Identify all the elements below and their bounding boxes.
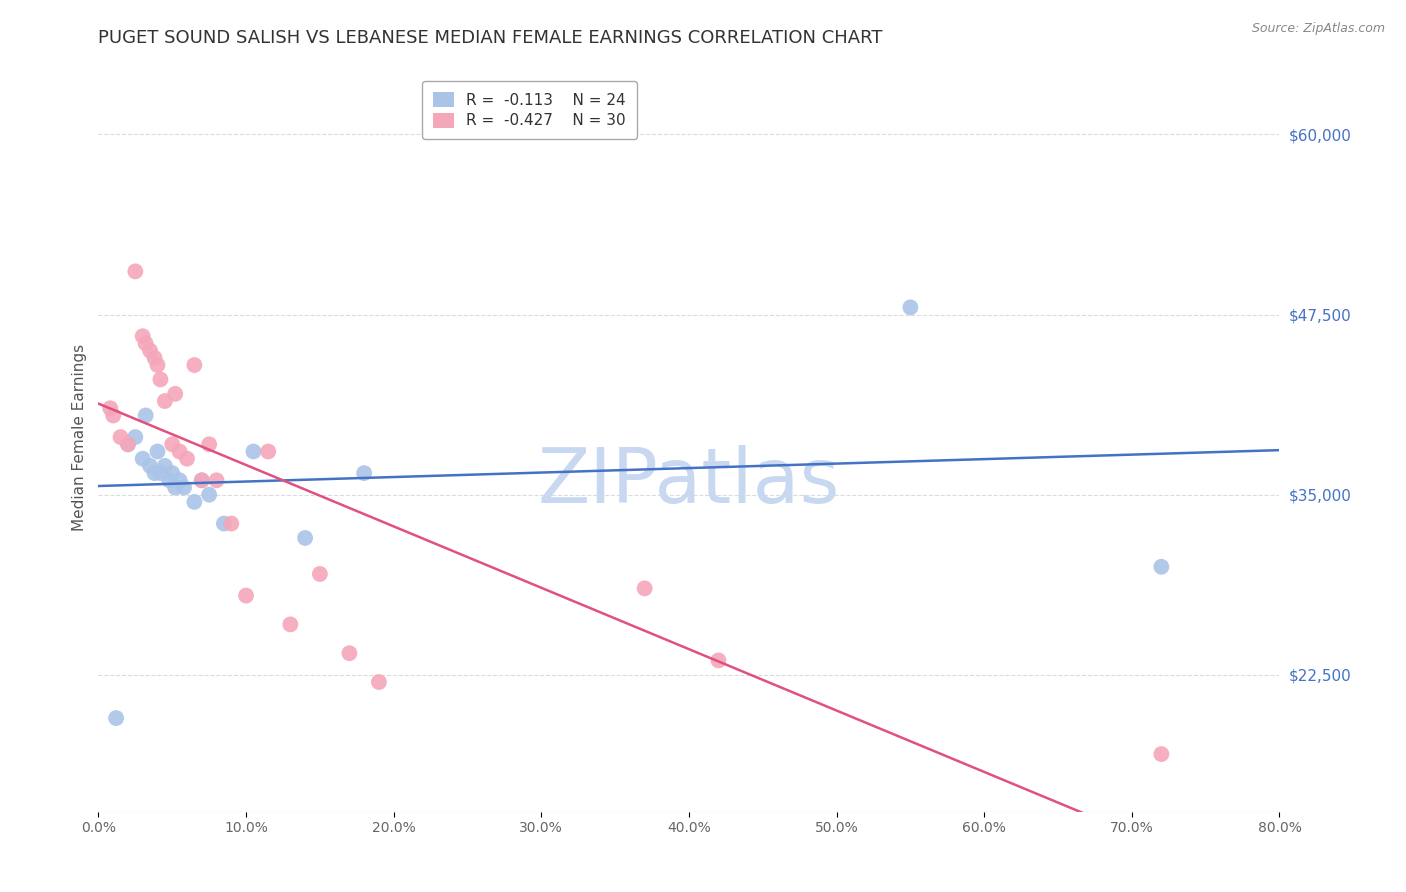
Point: [153, 394, 176, 409]
Point: [124, 264, 146, 278]
Point: [368, 675, 391, 690]
Point: [162, 437, 183, 451]
Point: [183, 495, 205, 509]
Point: [169, 444, 191, 458]
Point: [634, 582, 657, 596]
Point: [110, 430, 132, 444]
Point: [117, 437, 139, 451]
Text: Source: ZipAtlas.com: Source: ZipAtlas.com: [1251, 22, 1385, 36]
Point: [235, 589, 257, 603]
Point: [198, 488, 221, 502]
Point: [173, 481, 195, 495]
Y-axis label: Median Female Earnings: Median Female Earnings: [72, 343, 87, 531]
Point: [117, 437, 139, 451]
Text: ZIPatlas: ZIPatlas: [537, 445, 841, 519]
Point: [1150, 559, 1173, 574]
Point: [124, 430, 146, 444]
Point: [280, 617, 302, 632]
Point: [309, 566, 332, 581]
Point: [176, 451, 198, 466]
Point: [707, 653, 730, 667]
Point: [135, 336, 157, 351]
Point: [294, 531, 316, 545]
Point: [103, 409, 125, 423]
Point: [191, 473, 214, 487]
Point: [149, 466, 172, 480]
Point: [98, 401, 121, 416]
Point: [198, 437, 221, 451]
Point: [132, 451, 155, 466]
Point: [146, 444, 169, 458]
Point: [353, 466, 375, 480]
Point: [212, 516, 235, 531]
Point: [205, 473, 228, 487]
Point: [191, 473, 214, 487]
Point: [149, 372, 172, 386]
Point: [221, 516, 243, 531]
Point: [169, 473, 191, 487]
Point: [153, 458, 176, 473]
Text: PUGET SOUND SALISH VS LEBANESE MEDIAN FEMALE EARNINGS CORRELATION CHART: PUGET SOUND SALISH VS LEBANESE MEDIAN FE…: [98, 29, 883, 47]
Point: [105, 711, 128, 725]
Point: [257, 444, 280, 458]
Point: [165, 387, 187, 401]
Point: [1150, 747, 1173, 761]
Point: [135, 409, 157, 423]
Point: [157, 473, 180, 487]
Point: [132, 329, 155, 343]
Point: [139, 458, 162, 473]
Point: [900, 301, 922, 315]
Point: [139, 343, 162, 358]
Point: [146, 358, 169, 372]
Point: [143, 466, 166, 480]
Point: [162, 466, 183, 480]
Legend: R =  -0.113    N = 24, R =  -0.427    N = 30: R = -0.113 N = 24, R = -0.427 N = 30: [422, 81, 637, 139]
Point: [183, 358, 205, 372]
Point: [339, 646, 361, 660]
Point: [143, 351, 166, 365]
Point: [165, 481, 187, 495]
Point: [242, 444, 264, 458]
